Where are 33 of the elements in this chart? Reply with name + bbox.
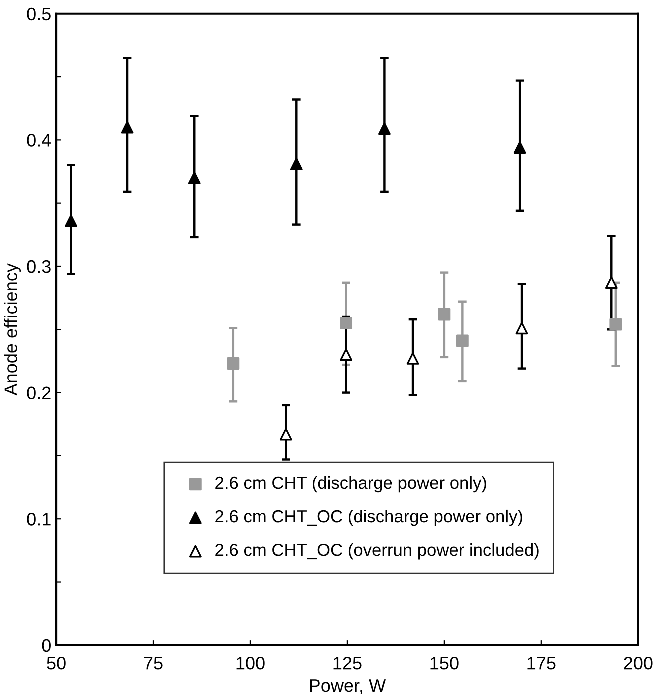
- point: [188, 172, 201, 184]
- point: [340, 348, 353, 362]
- x-axis-title: Power, W: [310, 680, 386, 694]
- point: [378, 122, 391, 136]
- point: [438, 308, 451, 321]
- legend-label: 2.6 cm CHT_OC (discharge power only): [216, 510, 522, 526]
- x-tick-label: 50: [47, 657, 66, 670]
- point: [121, 121, 134, 134]
- point: [516, 322, 528, 335]
- point: [65, 214, 78, 228]
- y-tick-label: 0.5: [27, 8, 51, 21]
- y-tick-label: 0.2: [27, 386, 51, 400]
- point: [610, 318, 622, 331]
- y-tick-label: 0.3: [27, 260, 51, 274]
- point: [456, 334, 469, 348]
- y-tick-label: 0.4: [27, 134, 52, 147]
- point: [290, 158, 303, 170]
- point: [514, 142, 526, 154]
- point: [227, 358, 240, 370]
- x-tick-label: 175: [528, 657, 556, 670]
- point: [406, 352, 420, 365]
- y-tick-label: 0.1: [27, 513, 51, 526]
- y-tick-label: 0: [42, 639, 51, 652]
- legend-label: 2.6 cm CHT (discharge power only): [216, 476, 486, 493]
- legend-label: 2.6 cm CHT_OC (overrun power included): [216, 544, 539, 560]
- point: [605, 276, 618, 290]
- x-tick-label: 100: [236, 657, 265, 670]
- point: [280, 428, 292, 441]
- x-tick-label: 200: [624, 657, 653, 670]
- y-axis-title: Anode efficiency: [4, 264, 22, 396]
- x-tick-label: 125: [334, 657, 362, 670]
- x-tick-label: 75: [144, 657, 163, 670]
- x-tick-label: 150: [430, 657, 459, 670]
